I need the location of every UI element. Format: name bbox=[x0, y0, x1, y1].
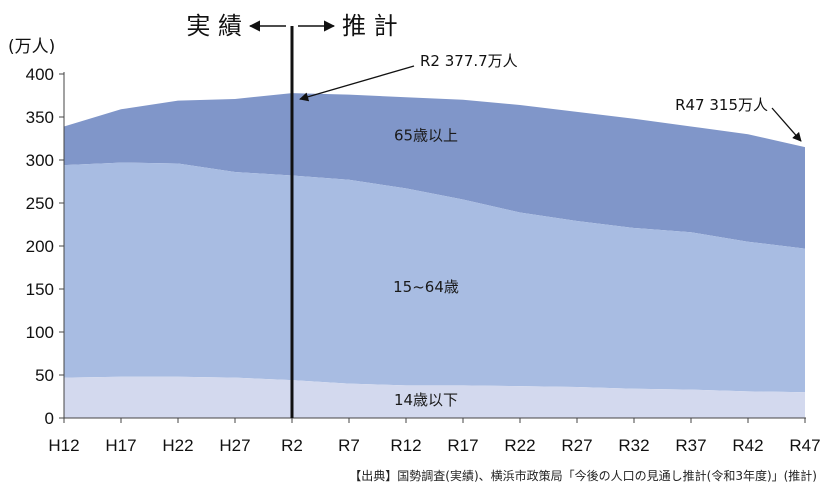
annotation-arrow-r2 bbox=[299, 65, 415, 102]
phase-label-estimate: 推 計 bbox=[342, 12, 398, 40]
tick-labels: 0 50 100 150 200 250 300 350 400 H12 H17 H22 H27 R2 R7… bbox=[26, 65, 821, 455]
source-note: 【出典】国勢調査(実績)、横浜市政策局「今後の人口の見通し推計(令和3年度)」(… bbox=[349, 468, 817, 483]
y-tick-label: 0 bbox=[45, 409, 54, 428]
phase-label-actual: 実 績 bbox=[186, 12, 242, 40]
x-tick-label: H17 bbox=[105, 436, 136, 455]
series-label-1: 15~64歳 bbox=[393, 278, 459, 296]
y-tick-label: 200 bbox=[26, 237, 54, 256]
x-tick-label: R12 bbox=[390, 436, 421, 455]
x-tick-label: H27 bbox=[219, 436, 250, 455]
y-axis-unit: (万人) bbox=[8, 37, 55, 57]
y-tick-label: 400 bbox=[26, 65, 54, 84]
series-label-2: 65歳以上 bbox=[394, 127, 458, 145]
y-tick-label: 350 bbox=[26, 108, 54, 127]
x-tick-label: R32 bbox=[618, 436, 649, 455]
x-tick-label: R27 bbox=[561, 436, 592, 455]
y-tick-label: 50 bbox=[35, 366, 54, 385]
x-tick-label: R7 bbox=[338, 436, 360, 455]
area-band-2 bbox=[64, 93, 805, 249]
x-tick-label: R47 bbox=[789, 436, 820, 455]
y-tick-label: 300 bbox=[26, 151, 54, 170]
y-tick-label: 150 bbox=[26, 280, 54, 299]
series-labels: 14歳以下 15~64歳 65歳以上 bbox=[393, 127, 459, 410]
x-tick-label: H12 bbox=[48, 436, 79, 455]
area-band-1 bbox=[64, 162, 805, 393]
series-label-0: 14歳以下 bbox=[394, 391, 458, 409]
axes bbox=[59, 26, 806, 423]
annotation-r2: R2 377.7万人 bbox=[420, 52, 518, 70]
area-band-0 bbox=[64, 376, 805, 418]
x-tick-label: R37 bbox=[675, 436, 706, 455]
stacked-areas bbox=[64, 93, 805, 418]
x-tick-label: R17 bbox=[447, 436, 478, 455]
phase-header: 実 績推 計 bbox=[186, 12, 397, 40]
annotations: R2 377.7万人 R47 315万人 bbox=[299, 52, 802, 142]
x-tick-label: R42 bbox=[732, 436, 763, 455]
x-tick-label: R22 bbox=[504, 436, 535, 455]
annotation-r47: R47 315万人 bbox=[675, 96, 768, 114]
x-tick-label: R2 bbox=[281, 436, 303, 455]
y-tick-label: 100 bbox=[26, 323, 54, 342]
x-tick-label: H22 bbox=[162, 436, 193, 455]
annotation-arrow-r47 bbox=[771, 107, 802, 142]
y-tick-label: 250 bbox=[26, 194, 54, 213]
